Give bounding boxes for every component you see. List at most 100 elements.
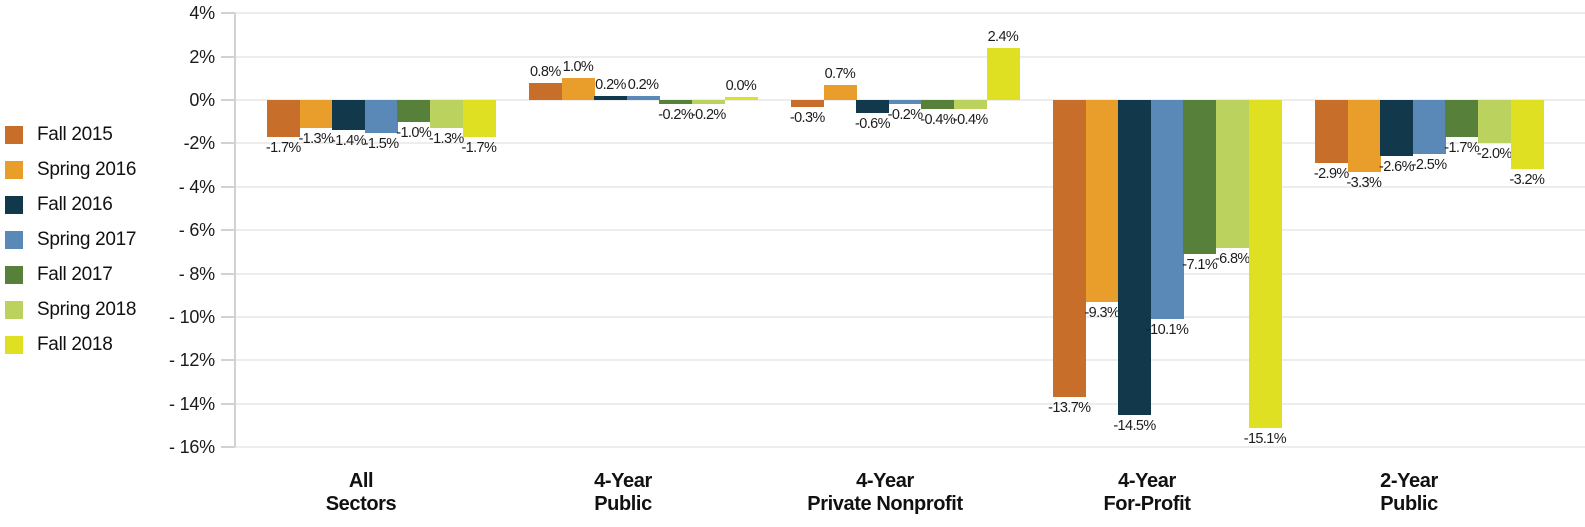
gridline [235, 185, 1585, 188]
y-axis-tick [221, 316, 235, 318]
bar-spring-2018 [1478, 100, 1512, 144]
legend-label: Fall 2016 [37, 194, 113, 215]
legend-item-spring-2017: Spring 2017 [5, 229, 136, 251]
legend-label: Spring 2018 [37, 299, 137, 320]
bar-fall-2016 [594, 95, 628, 100]
gridline [235, 12, 1585, 15]
category-label-line: Public [594, 493, 652, 515]
bar-fall-2017 [921, 100, 955, 109]
y-axis-tick-label: - 6% [178, 220, 215, 241]
legend-swatch-icon [5, 231, 23, 249]
gridline [235, 316, 1585, 318]
bar-value-label: 0.2% [627, 76, 659, 93]
y-axis-tick [221, 402, 235, 405]
bar-fall-2017 [659, 100, 693, 105]
y-axis-tick-label: - 10% [168, 307, 215, 327]
bar-spring-2016 [299, 100, 333, 129]
y-axis-tick-label: - 8% [178, 263, 215, 284]
bar-value-label: -0.6% [855, 116, 890, 133]
y-axis-tick [221, 142, 235, 145]
bar-spring-2017 [1150, 100, 1184, 320]
bar-value-label: -1.7% [265, 139, 301, 156]
bar-value-label: -1.7% [461, 139, 497, 156]
category-label-line: For-Profit [1103, 493, 1191, 515]
gridline [235, 402, 1585, 405]
bar-spring-2017 [888, 100, 922, 105]
legend-label: Fall 2015 [37, 124, 113, 145]
legend-item-spring-2018: Spring 2018 [5, 299, 136, 321]
category-label: 4-Year For-Profit [1027, 470, 1267, 516]
legend-label: Fall 2018 [37, 334, 113, 355]
gridline [235, 446, 1585, 449]
bar-spring-2016 [1347, 100, 1381, 172]
bar-fall-2018 [986, 47, 1020, 100]
bar-value-label: -9.3% [1084, 304, 1120, 321]
bar-fall-2015 [791, 100, 825, 107]
bar-value-label: 2.4% [987, 28, 1019, 45]
y-axis-tick [221, 359, 235, 362]
category-label: 4-Year Public [503, 470, 743, 516]
bar-fall-2018 [724, 97, 758, 100]
bar-value-label: -1.7% [1444, 139, 1480, 156]
bar-fall-2015 [1315, 100, 1349, 163]
gridline [235, 55, 1585, 58]
bar-value-label: -3.2% [1509, 172, 1545, 189]
y-axis-tick [221, 272, 235, 275]
bar-value-label: -0.3% [789, 109, 825, 126]
gridline [235, 359, 1585, 362]
bar-spring-2017 [626, 95, 660, 100]
bar-value-label: -13.7% [1048, 400, 1091, 417]
bar-fall-2015 [529, 82, 563, 100]
y-axis-tick [221, 229, 235, 232]
bar-value-label: -2.5% [1411, 157, 1447, 174]
y-axis-tick-label: - 4% [178, 176, 215, 197]
legend-swatch-icon [5, 301, 23, 319]
category-label-line: Private Nonprofit [807, 493, 963, 515]
bar-fall-2015 [1053, 100, 1087, 398]
category-label: 2-Year Public [1289, 470, 1529, 516]
bar-spring-2016 [823, 84, 857, 100]
legend-label: Spring 2017 [37, 229, 137, 250]
bar-fall-2018 [1510, 100, 1544, 170]
bar-value-label: -6.8% [1214, 250, 1250, 267]
legend-item-fall-2017: Fall 2017 [5, 264, 113, 286]
legend-item-fall-2016: Fall 2016 [5, 194, 113, 216]
bar-fall-2017 [1445, 100, 1479, 137]
bar-value-label: -15.1% [1243, 430, 1287, 447]
bar-value-label: -2.6% [1379, 159, 1414, 176]
bar-spring-2017 [364, 100, 398, 133]
category-label-line: 4-Year [856, 470, 914, 492]
bar-fall-2015 [267, 100, 301, 137]
y-axis-tick [221, 185, 235, 188]
bar-value-label: -2.9% [1313, 165, 1349, 182]
bar-value-label: -0.2% [887, 107, 923, 124]
bar-value-label: -0.4% [952, 111, 988, 128]
y-axis-tick-label: -2% [183, 133, 216, 154]
bar-value-label: -0.4% [920, 111, 956, 128]
bar-spring-2018 [954, 100, 988, 109]
y-axis-tick-label: 0% [189, 90, 215, 110]
legend-item-fall-2015: Fall 2015 [5, 124, 113, 146]
bar-spring-2018 [692, 100, 726, 105]
bar-fall-2016 [1118, 100, 1152, 415]
y-axis-tick-label: 2% [189, 46, 215, 67]
y-axis-tick [221, 12, 235, 15]
bar-fall-2016 [332, 100, 366, 131]
bar-value-label: -0.2% [690, 107, 726, 124]
y-axis-tick-label: 4% [189, 3, 215, 24]
bar-value-label: 0.2% [595, 76, 626, 93]
legend-swatch-icon [5, 266, 23, 284]
legend-label: Spring 2016 [37, 159, 137, 180]
bar-fall-2017 [1183, 100, 1217, 255]
bar-value-label: 0.0% [725, 78, 757, 94]
bar-value-label: 1.0% [562, 59, 594, 76]
bar-fall-2017 [397, 100, 431, 122]
y-axis-tick-label: - 16% [168, 437, 215, 458]
category-label: All Sectors [241, 470, 481, 516]
bar-value-label: -7.1% [1182, 257, 1218, 274]
legend-swatch-icon [5, 336, 23, 354]
y-axis-tick [221, 99, 235, 101]
y-axis-tick [221, 55, 235, 58]
bar-fall-2018 [462, 100, 496, 137]
